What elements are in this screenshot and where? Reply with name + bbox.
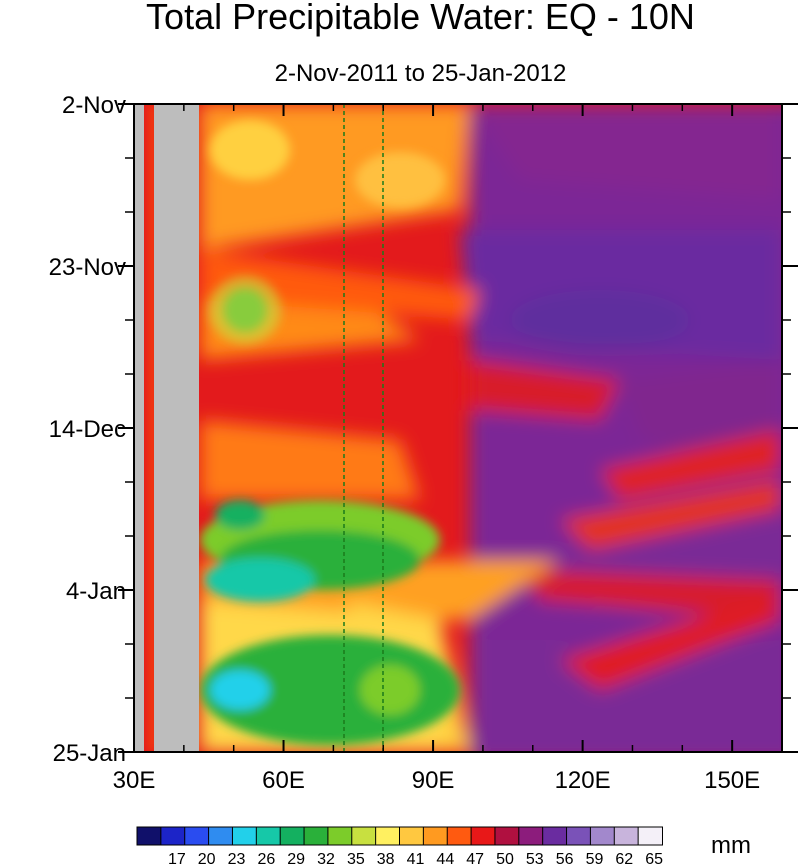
y-tick-label: 4-Jan bbox=[66, 578, 126, 605]
colorbar-label: 44 bbox=[436, 851, 454, 867]
colorbar-swatch bbox=[470, 826, 496, 846]
colorbar-label: 47 bbox=[466, 851, 484, 867]
colorbar-swatch bbox=[589, 826, 616, 846]
chart-title: Total Precipitable Water: EQ - 10N bbox=[146, 0, 695, 37]
colorbar-swatch bbox=[160, 826, 186, 846]
colorbar-unit: mm bbox=[711, 832, 751, 859]
colorbar-swatch bbox=[327, 826, 353, 846]
x-axis-labels: 30E 60E 90E 120E 150E bbox=[113, 767, 761, 794]
y-tick-label: 14-Dec bbox=[49, 416, 126, 443]
colorbar-label: 38 bbox=[377, 851, 395, 867]
colorbar-swatch bbox=[494, 826, 520, 846]
precipitable-water-field bbox=[134, 104, 782, 752]
colorbar-swatch bbox=[399, 826, 425, 846]
colorbar-label: 32 bbox=[317, 851, 335, 867]
colorbar-swatch bbox=[375, 826, 401, 846]
colorbar-labels: 17 20 23 26 29 32 35 38 41 44 47 50 53 56 59 62 65 bbox=[168, 851, 663, 867]
colorbar-swatch bbox=[208, 826, 234, 846]
colorbar-swatch bbox=[637, 826, 663, 846]
colorbar-swatch bbox=[136, 826, 162, 846]
y-tick-label: 23-Nov bbox=[49, 254, 126, 281]
colorbar-swatch bbox=[566, 826, 592, 846]
colorbar-label: 35 bbox=[347, 851, 365, 867]
colorbar-swatch bbox=[422, 826, 449, 846]
colorbar-label: 20 bbox=[198, 851, 216, 867]
colorbar-label: 23 bbox=[228, 851, 246, 867]
colorbar-label: 26 bbox=[257, 851, 275, 867]
x-tick-label: 30E bbox=[113, 767, 156, 794]
colorbar-label: 50 bbox=[496, 851, 514, 867]
colorbar-swatch bbox=[184, 826, 210, 846]
colorbar-swatch bbox=[231, 826, 258, 846]
y-axis-labels: 2-Nov 23-Nov 14-Dec 4-Jan 25-Jan bbox=[49, 92, 126, 767]
colorbar bbox=[136, 826, 663, 846]
colorbar-swatch bbox=[446, 826, 473, 846]
colorbar-label: 41 bbox=[407, 851, 425, 867]
colorbar-swatch bbox=[303, 826, 329, 846]
x-tick-label: 150E bbox=[704, 767, 760, 794]
x-tick-label: 60E bbox=[262, 767, 305, 794]
colorbar-label: 59 bbox=[586, 851, 604, 867]
y-tick-label: 25-Jan bbox=[53, 740, 126, 767]
x-tick-label: 90E bbox=[412, 767, 455, 794]
colorbar-label: 29 bbox=[287, 851, 305, 867]
colorbar-swatch bbox=[518, 826, 544, 846]
colorbar-label: 62 bbox=[615, 851, 633, 867]
x-tick-label: 120E bbox=[555, 767, 611, 794]
colorbar-swatch bbox=[613, 826, 640, 846]
chart-subtitle: 2-Nov-2011 to 25-Jan-2012 bbox=[274, 60, 567, 87]
colorbar-label: 56 bbox=[556, 851, 574, 867]
colorbar-label: 53 bbox=[526, 851, 544, 867]
colorbar-swatch bbox=[351, 826, 377, 846]
colorbar-swatch bbox=[255, 826, 282, 846]
colorbar-swatch bbox=[542, 826, 568, 846]
axis-ticks bbox=[118, 103, 798, 753]
y-tick-label: 2-Nov bbox=[62, 92, 126, 119]
colorbar-label: 17 bbox=[168, 851, 186, 867]
colorbar-swatch bbox=[279, 826, 306, 846]
colorbar-label: 65 bbox=[645, 851, 663, 867]
